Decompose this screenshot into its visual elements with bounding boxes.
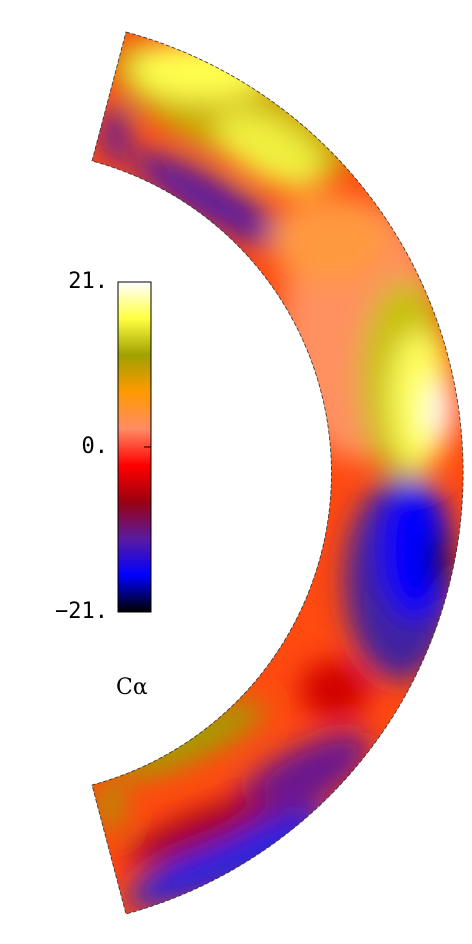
colorbar-label: Cα	[116, 675, 148, 700]
colorbar-tick-label: −21.	[55, 599, 108, 624]
colorbar-tick-label: 0.	[82, 434, 109, 459]
colorbar-tick-label: 21.	[68, 269, 108, 294]
